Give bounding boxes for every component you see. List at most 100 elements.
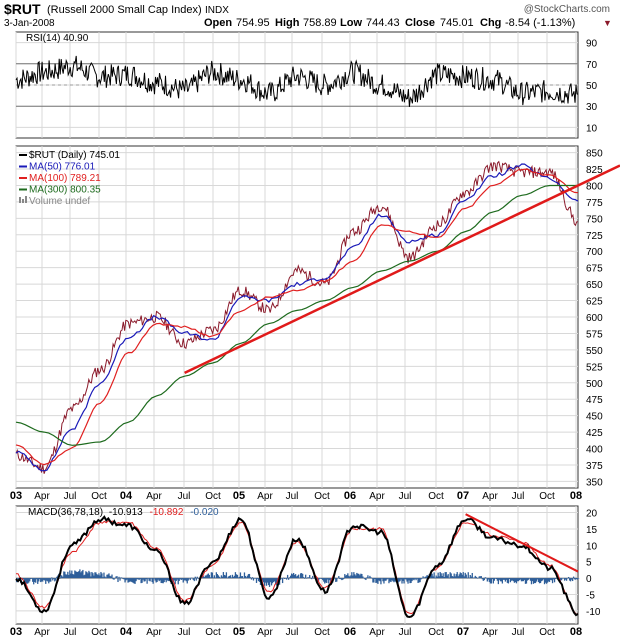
- histogram-bar: [457, 576, 459, 579]
- macd-tick-label: -10: [586, 607, 601, 618]
- histogram-bar: [547, 578, 550, 582]
- histogram-bar: [567, 576, 570, 579]
- histogram-bar: [134, 578, 136, 584]
- histogram-bar: [88, 570, 90, 579]
- histogram-bar: [368, 577, 370, 579]
- histogram-bar: [561, 578, 564, 579]
- histogram-bar: [127, 578, 129, 583]
- histogram-bar: [29, 578, 31, 582]
- time-axis-label: Jul: [64, 491, 77, 502]
- macd-label: MACD(36,78,18) -10.913 -10.892 -0.020: [28, 507, 219, 518]
- histogram-bar: [231, 574, 234, 579]
- histogram-bar: [103, 572, 105, 579]
- histogram-bar: [539, 578, 542, 584]
- histogram-bar: [542, 578, 545, 580]
- histogram-bar: [98, 573, 100, 579]
- histogram-bar: [455, 574, 457, 579]
- histogram-bar: [139, 578, 141, 579]
- histogram-bar: [348, 575, 350, 579]
- price-tick-label: 350: [586, 477, 603, 488]
- histogram-bar: [251, 577, 254, 579]
- histogram-bar: [63, 571, 65, 579]
- histogram-bar: [392, 578, 394, 582]
- histogram-bar: [397, 578, 399, 584]
- histogram-bar: [422, 576, 424, 579]
- histogram-bar: [540, 578, 543, 582]
- histogram-bar: [48, 578, 50, 584]
- price-panel: 850 825 800 775 750 725 700 675 650 625 600 575 550 5…: [15, 145, 620, 489]
- histogram-bar: [376, 578, 378, 583]
- histogram-bar: [525, 578, 528, 584]
- histogram-bar: [168, 578, 170, 581]
- histogram-bar: [533, 578, 536, 584]
- histogram-bar: [138, 578, 140, 581]
- histogram-bar: [405, 578, 407, 580]
- histogram-bar: [72, 574, 74, 579]
- macd-time-axis-label: Oct: [539, 627, 555, 638]
- histogram-bar: [507, 578, 510, 584]
- histogram-bar: [193, 578, 195, 582]
- histogram-bar: [309, 575, 311, 579]
- price-tick-label: 450: [586, 412, 603, 423]
- histogram-bar: [189, 578, 191, 581]
- histogram-bar: [532, 578, 535, 584]
- histogram-bar: [502, 578, 505, 580]
- histogram-bar: [500, 578, 503, 582]
- histogram-bar: [191, 577, 193, 579]
- trendline: [184, 164, 620, 375]
- histogram-bar: [124, 578, 126, 583]
- histogram-bar: [104, 576, 106, 579]
- histogram-bar: [289, 575, 292, 579]
- histogram-bar: [301, 573, 303, 579]
- histogram-bar: [439, 571, 441, 579]
- histogram-bar: [452, 576, 454, 579]
- histogram-bar: [384, 578, 386, 581]
- macd-time-axis-label: 04: [120, 626, 133, 638]
- macd-time-axis-label: Jul: [512, 627, 525, 638]
- histogram-bar: [291, 574, 294, 579]
- histogram-bar: [141, 578, 143, 583]
- histogram-bar: [466, 577, 468, 579]
- time-axis-label: Jul: [512, 491, 525, 502]
- histogram-bar: [140, 578, 142, 584]
- histogram-bar: [478, 576, 480, 579]
- histogram-bar: [159, 578, 161, 581]
- histogram-bar: [220, 575, 223, 579]
- histogram-bar: [247, 574, 250, 579]
- histogram-bar: [225, 572, 228, 579]
- histogram-bar: [161, 578, 163, 584]
- histogram-bar: [77, 571, 79, 579]
- histogram-bar: [27, 578, 29, 584]
- histogram-bar: [239, 572, 242, 579]
- histogram-bar: [303, 577, 305, 579]
- histogram-bar: [232, 576, 235, 579]
- volume-bars-icon: [25, 196, 27, 203]
- histogram-bar: [150, 578, 152, 579]
- histogram-bar: [196, 576, 198, 579]
- time-axis: 03 03 Apr Apr Jul Jul Oct Oct 04 04 Apr Apr Jul Jul Oc…: [10, 490, 582, 638]
- histogram-bar: [382, 578, 384, 582]
- histogram-bar: [114, 578, 116, 579]
- histogram-bar: [475, 576, 477, 579]
- histogram-bar: [375, 578, 377, 583]
- histogram-bar: [137, 578, 139, 580]
- histogram-bar: [573, 578, 576, 580]
- histogram-bar: [513, 578, 516, 583]
- histogram-bar: [441, 576, 443, 579]
- histogram-bar: [509, 578, 512, 583]
- macd-label-prefix: MACD(36,78,18): [28, 507, 103, 518]
- histogram-bar: [298, 574, 300, 579]
- histogram-bar: [510, 578, 513, 581]
- histogram-bar: [444, 572, 446, 579]
- watermark: @StockCharts.com: [524, 4, 610, 15]
- histogram-bar: [71, 570, 73, 579]
- histogram-bar: [102, 577, 104, 579]
- histogram-bar: [325, 578, 327, 583]
- histogram-bar: [563, 578, 566, 581]
- histogram-bar: [498, 578, 501, 580]
- histogram-bar: [252, 578, 255, 581]
- histogram-bar: [496, 578, 499, 581]
- time-axis-label: 03: [10, 490, 22, 502]
- histogram-bar: [445, 572, 447, 579]
- volume-bars-icon: [19, 197, 21, 203]
